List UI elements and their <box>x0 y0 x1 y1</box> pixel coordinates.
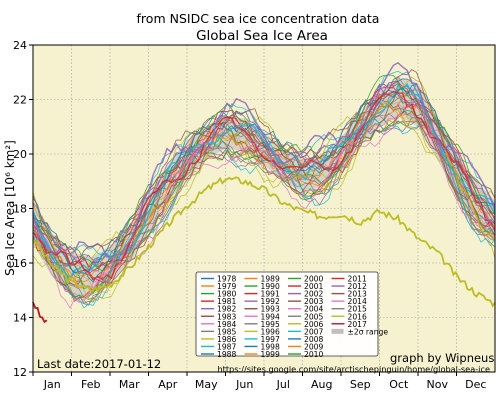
legend-label-2014: 2014 <box>348 297 367 306</box>
legend-label-2010: 2010 <box>304 350 323 359</box>
legend-label-1983: 1983 <box>217 312 236 321</box>
legend-label-±2σ range: ±2σ range <box>348 327 389 336</box>
y-tick-label: 16 <box>13 257 27 270</box>
legend-label-2005: 2005 <box>304 312 323 321</box>
legend-label-1984: 1984 <box>217 320 236 329</box>
legend-label-2006: 2006 <box>304 320 323 329</box>
legend-label-1998: 1998 <box>261 342 280 351</box>
legend-label-2013: 2013 <box>348 290 367 299</box>
legend-label-2001: 2001 <box>304 282 323 291</box>
legend-label-1993: 1993 <box>261 305 280 314</box>
legend-label-1987: 1987 <box>217 342 236 351</box>
legend-swatch-range <box>331 328 344 334</box>
y-tick-label: 24 <box>13 39 27 52</box>
legend-label-1990: 1990 <box>261 282 280 291</box>
x-tick-label: Jun <box>235 378 253 391</box>
series-line-2017-highlight <box>32 301 48 324</box>
legend-label-1997: 1997 <box>261 335 280 344</box>
source-url: https://sites.google.com/site/arctischep… <box>217 364 490 374</box>
legend-label-2004: 2004 <box>304 305 323 314</box>
legend-label-2016: 2016 <box>348 312 367 321</box>
legend-label-1981: 1981 <box>217 297 236 306</box>
legend-label-2009: 2009 <box>304 342 323 351</box>
legend-label-2000: 2000 <box>304 275 323 284</box>
x-axis-ticks: Jan Feb Mar Apr May Jun Jul Aug Sep Oct Nov Dec <box>32 372 486 391</box>
chart-suptitle: from NSIDC sea ice concentration data <box>137 11 380 26</box>
series-line-2010 <box>32 74 496 272</box>
legend-label-1989: 1989 <box>261 275 280 284</box>
series-line-2013 <box>32 69 496 266</box>
series-line-2014 <box>32 101 496 309</box>
legend-label-2011: 2011 <box>348 275 367 284</box>
legend-label-2007: 2007 <box>304 327 323 336</box>
y-axis-ticks: 12 14 16 18 20 22 24 <box>13 39 33 379</box>
y-tick-label: 22 <box>13 94 27 107</box>
series-line-2011 <box>32 90 496 281</box>
legend-label-1978: 1978 <box>217 275 236 284</box>
credit-annotation: graph by Wipneus <box>390 351 494 365</box>
series-line-1989 <box>32 89 496 286</box>
legend-label-2012: 2012 <box>348 282 367 291</box>
legend: 1978197919801981198219831984198519861987… <box>195 271 389 359</box>
series-line-1995 <box>32 113 496 300</box>
legend-label-2002: 2002 <box>304 290 323 299</box>
legend-label-1979: 1979 <box>217 282 236 291</box>
x-tick-label: Dec <box>465 378 486 391</box>
x-tick-label: Mar <box>119 378 140 391</box>
last-date-annotation: Last date:2017-01-12 <box>37 357 161 371</box>
x-tick-label: Oct <box>389 378 409 391</box>
chart-title: Global Sea Ice Area <box>196 28 328 44</box>
x-tick-label: Aug <box>311 378 332 391</box>
legend-label-1991: 1991 <box>261 290 280 299</box>
y-tick-label: 18 <box>13 203 27 216</box>
legend-label-1982: 1982 <box>217 305 236 314</box>
series-line-1996 <box>32 103 496 301</box>
y-axis-label: Sea Ice Area [10⁶ km²] <box>3 140 17 276</box>
legend-label-1985: 1985 <box>217 327 236 336</box>
x-tick-label: May <box>195 378 218 391</box>
legend-label-2015: 2015 <box>348 305 367 314</box>
series-line-1994 <box>32 102 496 288</box>
y-tick-label: 14 <box>13 312 27 325</box>
series-line-2016-highlight <box>32 176 496 308</box>
x-tick-label: Jan <box>43 378 61 391</box>
x-tick-label: Sep <box>350 378 371 391</box>
legend-label-2008: 2008 <box>304 335 323 344</box>
series-line-1997 <box>32 70 496 258</box>
y-tick-label: 12 <box>13 366 27 379</box>
legend-label-1995: 1995 <box>261 320 280 329</box>
legend-label-2017: 2017 <box>348 320 367 329</box>
legend-label-1999: 1999 <box>261 350 280 359</box>
legend-label-1992: 1992 <box>261 297 280 306</box>
x-tick-label: Nov <box>427 378 449 391</box>
x-tick-label: Apr <box>158 378 178 391</box>
legend-label-1988: 1988 <box>217 350 236 359</box>
series-line-2006 <box>32 76 496 281</box>
series-line-2015 <box>32 89 496 287</box>
legend-label-1986: 1986 <box>217 335 236 344</box>
legend-label-1994: 1994 <box>261 312 280 321</box>
y-tick-label: 20 <box>13 148 27 161</box>
series-line-2012 <box>32 61 496 258</box>
legend-label-1980: 1980 <box>217 290 236 299</box>
series-lines <box>32 61 496 324</box>
legend-label-2003: 2003 <box>304 297 323 306</box>
x-tick-label: Feb <box>81 378 100 391</box>
x-tick-label: Jul <box>276 378 290 391</box>
legend-label-1996: 1996 <box>261 327 280 336</box>
